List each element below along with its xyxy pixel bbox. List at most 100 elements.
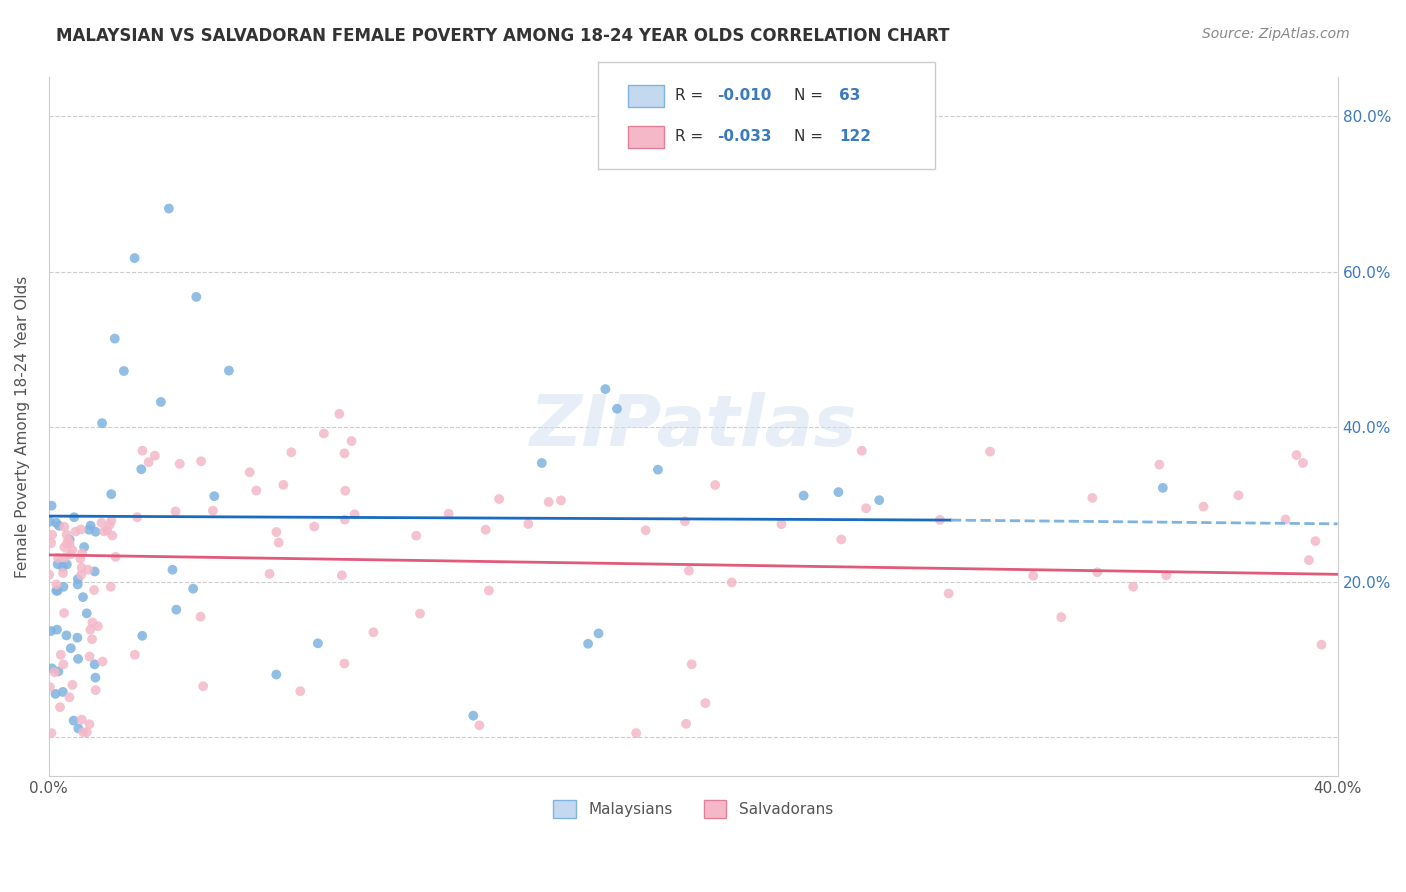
- Point: [84, 683, 107, 698]
- Point: [343, 508, 366, 522]
- Point: [437, 507, 460, 521]
- Point: [98, 517, 121, 532]
- Point: [77, 523, 100, 537]
- Point: [91, 416, 114, 430]
- Point: [58, 536, 80, 550]
- Point: [550, 493, 572, 508]
- Point: [517, 516, 540, 531]
- Point: [53, 606, 76, 620]
- Point: [138, 455, 160, 469]
- Point: [129, 462, 152, 476]
- Point: [72, 725, 94, 739]
- Point: [59, 533, 82, 547]
- Point: [330, 568, 353, 582]
- Point: [474, 523, 496, 537]
- Point: [52, 559, 75, 574]
- Point: [62, 714, 84, 728]
- Point: [1149, 458, 1171, 472]
- Point: [70, 713, 93, 727]
- Point: [70, 546, 93, 560]
- Point: [165, 504, 187, 518]
- Point: [938, 586, 960, 600]
- Point: [193, 679, 215, 693]
- Point: [157, 202, 180, 216]
- Point: [58, 690, 80, 705]
- Point: [104, 549, 127, 564]
- Point: [41, 499, 63, 513]
- Point: [79, 717, 101, 731]
- Legend: Malaysians, Salvadorans: Malaysians, Salvadorans: [547, 794, 839, 824]
- Point: [53, 519, 76, 533]
- Point: [53, 550, 76, 565]
- Point: [405, 529, 427, 543]
- Point: [290, 684, 312, 698]
- Point: [363, 625, 385, 640]
- Point: [201, 504, 224, 518]
- Point: [41, 661, 63, 675]
- Point: [91, 655, 114, 669]
- Point: [79, 518, 101, 533]
- Point: [1081, 491, 1104, 505]
- Point: [634, 523, 657, 537]
- Point: [588, 626, 610, 640]
- Point: [273, 478, 295, 492]
- Point: [335, 483, 357, 498]
- Point: [409, 607, 432, 621]
- Point: [93, 524, 115, 539]
- Point: [39, 536, 62, 550]
- Point: [66, 577, 89, 591]
- Point: [463, 708, 485, 723]
- Point: [124, 648, 146, 662]
- Point: [49, 648, 72, 662]
- Point: [979, 444, 1001, 458]
- Point: [55, 628, 77, 642]
- Point: [53, 540, 76, 554]
- Point: [39, 624, 62, 638]
- Point: [48, 518, 70, 533]
- Point: [606, 401, 628, 416]
- Point: [77, 563, 100, 577]
- Point: [280, 445, 302, 459]
- Point: [79, 649, 101, 664]
- Point: [530, 456, 553, 470]
- Point: [681, 657, 703, 672]
- Point: [52, 657, 75, 672]
- Point: [1122, 580, 1144, 594]
- Point: [62, 678, 84, 692]
- Point: [45, 583, 67, 598]
- Point: [190, 454, 212, 468]
- Point: [328, 407, 350, 421]
- Point: [79, 623, 101, 637]
- Text: ZIPatlas: ZIPatlas: [530, 392, 856, 461]
- Point: [647, 463, 669, 477]
- Point: [302, 519, 325, 533]
- Point: [259, 566, 281, 581]
- Text: 63: 63: [839, 88, 860, 103]
- Point: [73, 540, 96, 554]
- Point: [131, 443, 153, 458]
- Point: [704, 478, 727, 492]
- Point: [56, 536, 79, 550]
- Point: [165, 602, 187, 616]
- Point: [46, 623, 69, 637]
- Point: [266, 524, 288, 539]
- Point: [245, 483, 267, 498]
- Point: [69, 523, 91, 537]
- Point: [67, 652, 90, 666]
- Point: [84, 524, 107, 539]
- Point: [55, 527, 77, 541]
- Point: [84, 671, 107, 685]
- Point: [1085, 566, 1108, 580]
- Point: [478, 583, 501, 598]
- Point: [63, 510, 86, 524]
- Point: [96, 523, 118, 537]
- Text: R =: R =: [675, 129, 709, 144]
- Text: 122: 122: [839, 129, 872, 144]
- Y-axis label: Female Poverty Among 18-24 Year Olds: Female Poverty Among 18-24 Year Olds: [15, 276, 30, 578]
- Point: [87, 619, 110, 633]
- Point: [149, 395, 172, 409]
- Point: [56, 533, 79, 547]
- Point: [1227, 488, 1250, 502]
- Point: [45, 516, 67, 530]
- Point: [45, 577, 67, 591]
